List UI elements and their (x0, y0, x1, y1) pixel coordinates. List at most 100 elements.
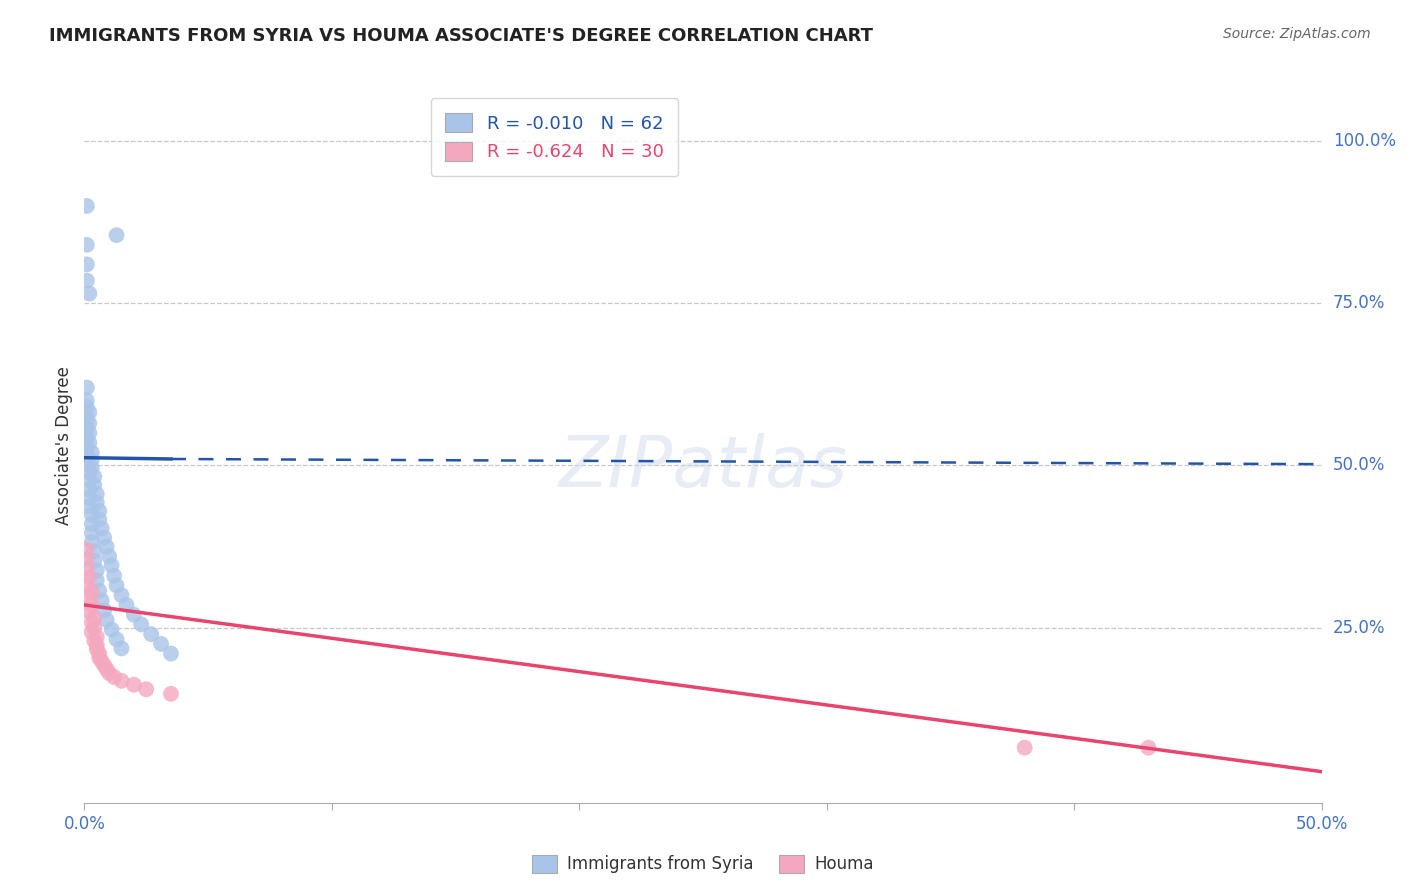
Text: 75.0%: 75.0% (1333, 294, 1385, 312)
Y-axis label: Associate's Degree: Associate's Degree (55, 367, 73, 525)
Text: Source: ZipAtlas.com: Source: ZipAtlas.com (1223, 27, 1371, 41)
Point (76, 238, 98, 252)
Point (98, 549, 121, 564)
Point (76, 199, 98, 213)
Point (86, 630, 108, 644)
Point (103, 670, 125, 684)
Point (83, 554, 105, 568)
Point (122, 607, 145, 622)
Point (105, 228, 128, 243)
Point (76, 457, 98, 471)
Point (80, 585, 103, 599)
Point (105, 632, 128, 647)
Point (1014, 740, 1036, 755)
Point (79, 425, 101, 440)
Point (79, 570, 101, 584)
Point (90, 654, 112, 668)
Point (160, 647, 183, 661)
Point (76, 562, 98, 576)
Point (79, 483, 101, 497)
Point (79, 417, 101, 431)
Point (80, 508, 103, 522)
Text: 100.0%: 100.0% (1333, 132, 1396, 150)
Point (80, 525, 103, 540)
Point (79, 491, 101, 505)
Point (89, 512, 111, 526)
Point (115, 598, 138, 612)
Point (93, 658, 115, 673)
Point (83, 544, 105, 558)
Point (89, 650, 111, 665)
Point (86, 495, 108, 509)
Point (79, 286, 101, 301)
Text: 25.0%: 25.0% (1333, 619, 1385, 637)
Point (76, 411, 98, 425)
Point (89, 583, 111, 598)
Point (86, 564, 108, 578)
Text: 50.0%: 50.0% (1333, 457, 1385, 475)
Point (80, 615, 103, 630)
Point (1137, 740, 1160, 755)
Point (80, 535, 103, 549)
Point (110, 673, 132, 688)
Point (89, 504, 111, 518)
Point (93, 603, 115, 617)
Point (79, 465, 101, 479)
Point (79, 604, 101, 618)
Point (80, 516, 103, 531)
Point (86, 642, 108, 657)
Point (103, 568, 125, 582)
Point (79, 474, 101, 488)
Point (83, 611, 105, 625)
Point (83, 478, 105, 492)
Point (100, 558, 122, 573)
Text: ZIPatlas: ZIPatlas (558, 433, 848, 502)
Point (76, 552, 98, 566)
Point (79, 435, 101, 450)
Point (79, 591, 101, 606)
Text: IMMIGRANTS FROM SYRIA VS HOUMA ASSOCIATE'S DEGREE CORRELATION CHART: IMMIGRANTS FROM SYRIA VS HOUMA ASSOCIATE… (49, 27, 873, 45)
Point (96, 540, 118, 554)
Point (90, 593, 112, 607)
Point (105, 578, 128, 592)
Point (135, 682, 157, 697)
Point (90, 521, 112, 535)
Point (80, 598, 103, 612)
Point (80, 453, 103, 467)
Point (110, 641, 132, 656)
Point (100, 623, 122, 637)
Point (79, 405, 101, 419)
Point (76, 257, 98, 271)
Point (83, 621, 105, 635)
Point (96, 613, 118, 627)
Point (76, 400, 98, 414)
Point (76, 578, 98, 592)
Point (76, 381, 98, 395)
Point (89, 647, 111, 661)
Point (80, 625, 103, 640)
Point (96, 662, 118, 676)
Point (79, 500, 101, 514)
Point (83, 469, 105, 483)
Point (76, 274, 98, 288)
Point (93, 531, 115, 545)
Point (86, 638, 108, 652)
Point (86, 574, 108, 588)
Point (76, 542, 98, 557)
Point (83, 633, 105, 648)
Point (76, 421, 98, 435)
Point (141, 627, 163, 641)
Point (98, 666, 121, 681)
Point (80, 445, 103, 459)
Point (76, 449, 98, 463)
Point (160, 687, 183, 701)
Point (150, 637, 173, 651)
Point (76, 440, 98, 454)
Point (76, 431, 98, 445)
Point (80, 461, 103, 475)
Point (122, 678, 145, 692)
Point (129, 617, 152, 632)
Point (110, 588, 132, 602)
Legend: Immigrants from Syria, Houma: Immigrants from Syria, Houma (526, 848, 880, 880)
Point (76, 393, 98, 408)
